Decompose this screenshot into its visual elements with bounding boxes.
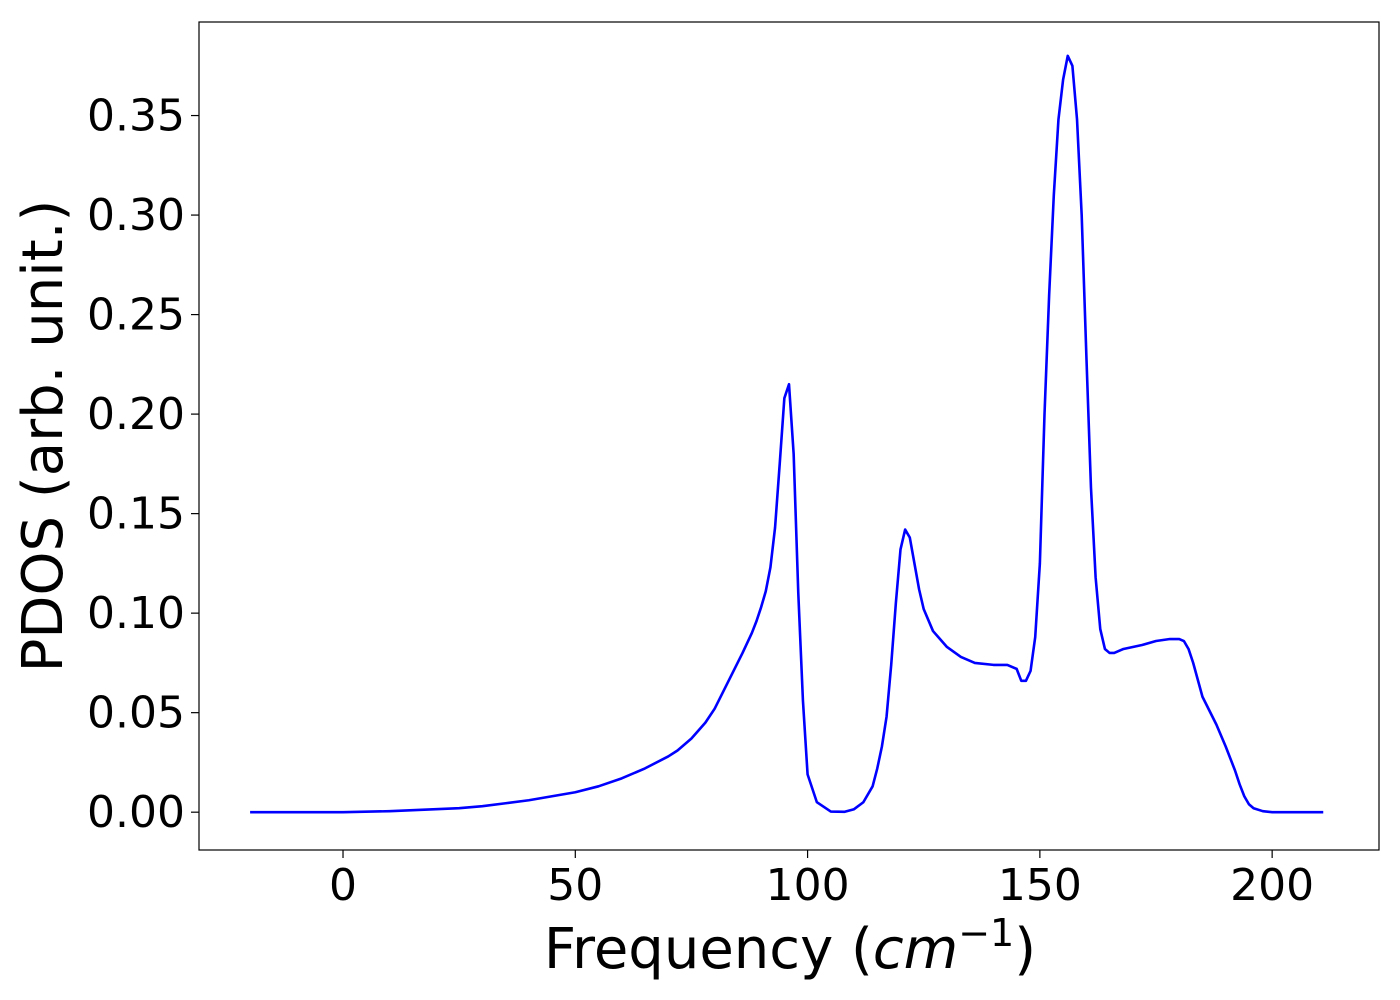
x-axis-label: Frequency (cm−1): [544, 911, 1036, 982]
axes-ticks: 0 50 100 150 200 0.00 0.05 0.10 0.15 0.20 0.25 0.30…: [87, 91, 1314, 911]
x-tick-label: 50: [547, 860, 603, 911]
y-tick-label: 0.10: [87, 588, 185, 639]
y-tick-label: 0.20: [87, 389, 185, 440]
x-tick-label: 200: [1230, 860, 1314, 911]
series-line-0: [250, 54, 1324, 814]
x-tick-label: 0: [329, 860, 357, 911]
x-axis-label-exponent: −1: [958, 911, 1014, 955]
y-tick-label: 0.00: [87, 787, 185, 838]
y-tick-label: 0.30: [87, 190, 185, 241]
plot-area: [250, 54, 1324, 814]
y-axis-label: PDOS (arb. unit.): [11, 200, 76, 673]
y-tick-label: 0.05: [87, 688, 185, 739]
axes-frame: [198, 21, 1380, 851]
x-axis-label-close: ): [1014, 917, 1036, 982]
y-tick-label: 0.25: [87, 290, 185, 341]
y-tick-label: 0.15: [87, 489, 185, 540]
x-tick-label: 100: [766, 860, 850, 911]
y-tick-label: 0.35: [87, 91, 185, 142]
x-tick-label: 150: [998, 860, 1082, 911]
x-axis-label-text: Frequency (: [544, 917, 873, 982]
x-axis-label-unit: cm: [873, 917, 958, 982]
